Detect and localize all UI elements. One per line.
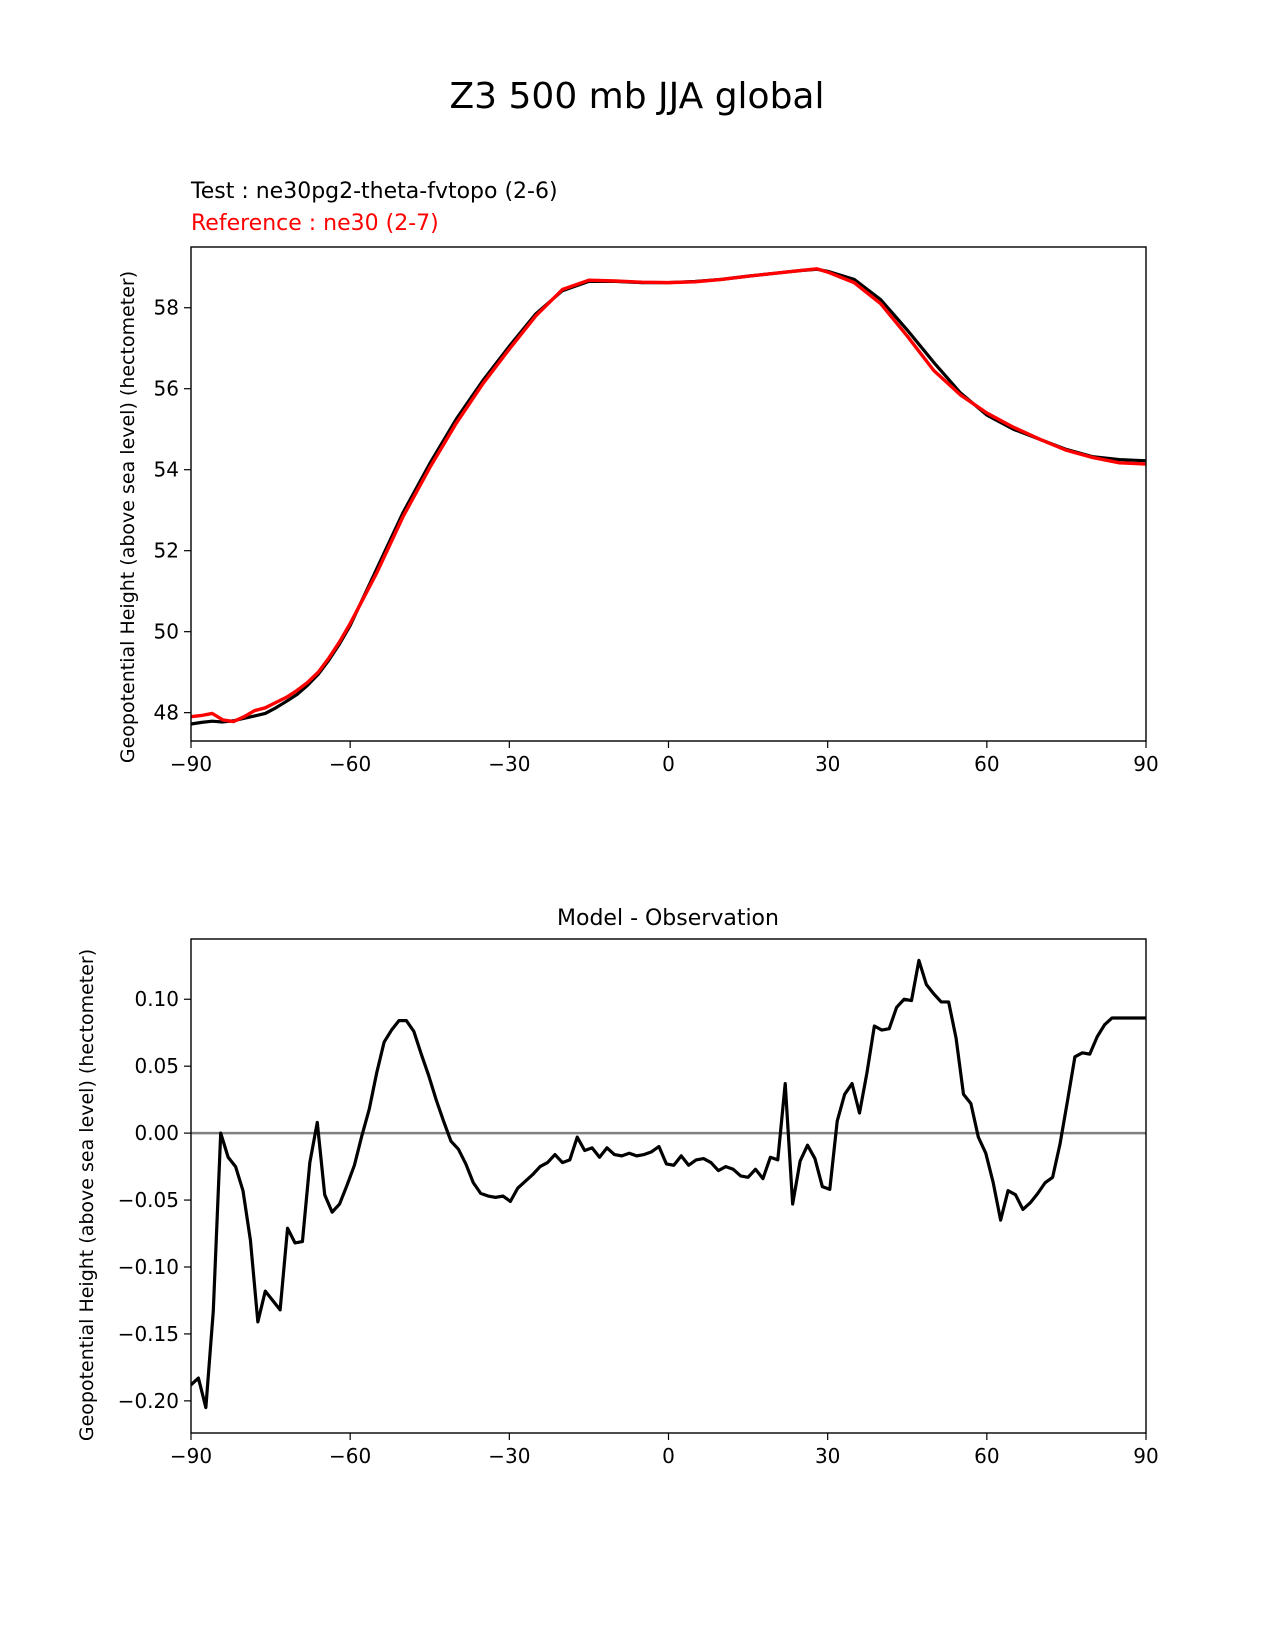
- bottom-x-tick-label: 0: [662, 1444, 675, 1468]
- bottom-x-tick-label: 60: [974, 1444, 999, 1468]
- top-plot-frame: [190, 246, 1147, 742]
- top-y-tick-label: 48: [154, 701, 179, 725]
- top-x-tick-label: 0: [662, 752, 675, 776]
- bottom-y-tick-label: 0.10: [134, 987, 179, 1011]
- top-y-axis-label: Geopotential Height (above sea level) (h…: [117, 271, 139, 763]
- top-x-tick-label: 30: [815, 752, 840, 776]
- figure-title: Z3 500 mb JJA global: [450, 76, 825, 117]
- bottom-x-tick-label: −60: [329, 1444, 371, 1468]
- top-test-series-line: [191, 267, 1146, 726]
- top-y-tick-label: 54: [154, 458, 179, 482]
- bottom-y-tick-label: 0.05: [134, 1054, 179, 1078]
- bottom-plot-frame: [190, 938, 1147, 1434]
- top-y-tick-label: 58: [154, 296, 179, 320]
- bottom-y-tick-label: −0.05: [118, 1188, 179, 1212]
- bottom-y-tick-label: 0.00: [134, 1121, 179, 1145]
- bottom-panel-title: Model - Observation: [557, 906, 779, 931]
- top-reference-series-line: [191, 267, 1146, 724]
- bottom-difference-series-line: [191, 958, 1146, 1410]
- test-label: Test : ne30pg2-theta-fvtopo (2-6): [190, 179, 558, 204]
- top-x-tick-label: −30: [488, 752, 530, 776]
- reference-label: Reference : ne30 (2-7): [191, 211, 439, 236]
- bottom-y-tick-label: −0.10: [118, 1255, 179, 1279]
- top-y-tick-label: 50: [154, 620, 179, 644]
- top-x-tick-label: 60: [974, 752, 999, 776]
- bottom-x-tick-label: 30: [815, 1444, 840, 1468]
- top-x-tick-label: −90: [170, 752, 212, 776]
- top-x-tick-label: 90: [1133, 752, 1158, 776]
- bottom-x-tick-label: 90: [1133, 1444, 1158, 1468]
- top-panel: Test : ne30pg2-theta-fvtopo (2-6) Refere…: [117, 179, 1159, 776]
- top-y-tick-label: 52: [154, 539, 179, 563]
- bottom-y-tick-label: −0.20: [118, 1389, 179, 1413]
- bottom-y-tick-label: −0.15: [118, 1322, 179, 1346]
- top-x-tick-label: −60: [329, 752, 371, 776]
- bottom-x-tick-label: −30: [488, 1444, 530, 1468]
- bottom-y-axis-label: Geopotential Height (above sea level) (h…: [76, 949, 98, 1441]
- top-y-tick-label: 56: [154, 377, 179, 401]
- bottom-x-tick-label: −90: [170, 1444, 212, 1468]
- bottom-panel: Model - Observation Geopotential Height …: [76, 906, 1159, 1468]
